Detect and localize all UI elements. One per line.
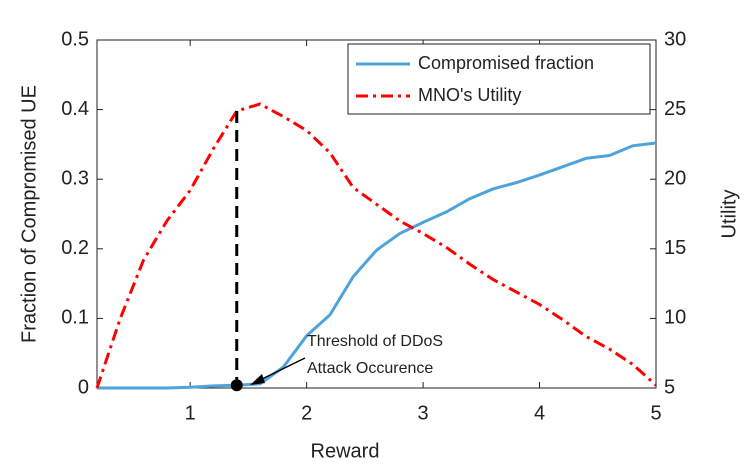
x-tick-label: 1	[185, 402, 196, 424]
arrow-shaft	[257, 357, 306, 382]
x-tick-label: 3	[418, 402, 429, 424]
y2-tick-label: 25	[664, 98, 686, 120]
y2-tick-label: 5	[664, 376, 675, 398]
annotation-text: Attack Occurence	[307, 360, 433, 377]
x-tick-label: 5	[650, 402, 661, 424]
series-line	[97, 141, 657, 390]
y2-tick-label: 10	[664, 307, 686, 329]
y2-axis-label: Utility	[718, 190, 740, 239]
y-axis-label: Fraction of Compromised UE	[18, 85, 40, 343]
series-line	[95, 102, 658, 389]
y-tick-label: 0	[78, 376, 89, 398]
y-tick-label: 0.1	[61, 307, 89, 329]
annotation-text: Threshold of DDoS	[307, 333, 443, 350]
y-tick-label: 0.3	[61, 167, 89, 189]
legend-label: Compromised fraction	[418, 53, 594, 73]
y-tick-label: 0.4	[61, 98, 89, 120]
y2-tick-label: 15	[664, 237, 686, 259]
legend-box	[347, 43, 651, 115]
plot-frame	[96, 39, 657, 389]
x-tick-label: 4	[534, 402, 545, 424]
y2-tick-label: 30	[664, 28, 686, 50]
legend-label: MNO's Utility	[418, 85, 521, 105]
arrow-head	[250, 374, 265, 385]
x-tick-label: 2	[301, 402, 312, 424]
x-axis-label: Reward	[311, 440, 380, 462]
y2-tick-label: 20	[664, 167, 686, 189]
y-tick-label: 0.2	[61, 237, 89, 259]
y-tick-label: 0.5	[61, 28, 89, 50]
threshold-point	[230, 379, 243, 392]
